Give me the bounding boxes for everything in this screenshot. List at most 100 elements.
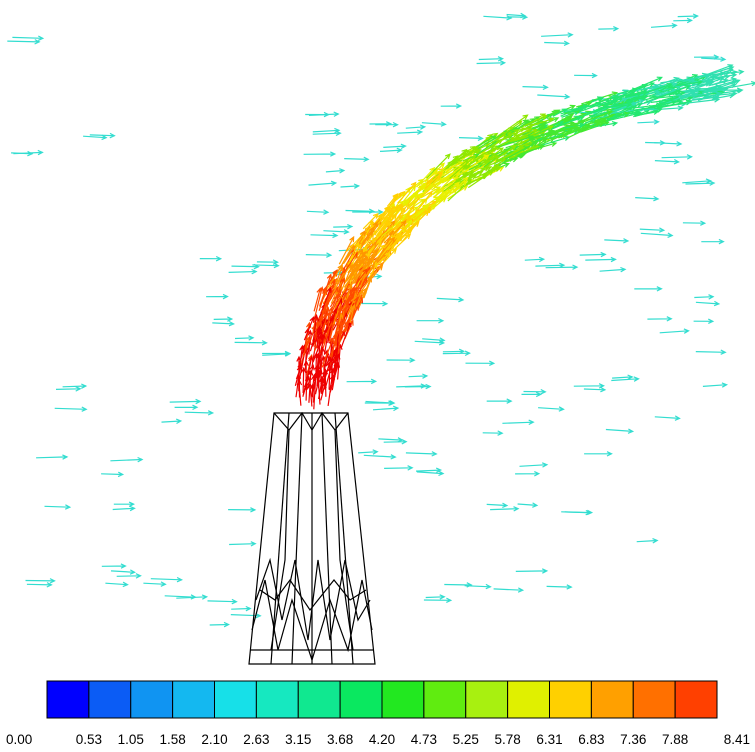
plume-vector-arrow	[319, 285, 328, 307]
ambient-vector-arrow	[640, 232, 674, 238]
plume-vector-arrow	[491, 120, 523, 144]
ambient-vector-arrow	[423, 597, 453, 603]
ambient-vector-arrow	[502, 419, 535, 426]
ambient-vector-arrow	[375, 121, 399, 128]
colorbar-swatch	[549, 680, 592, 719]
plume-vector-arrow	[537, 137, 556, 147]
colorbar-swatch	[130, 680, 174, 719]
ambient-vector-arrow	[44, 504, 72, 510]
chimney-edge	[270, 412, 290, 665]
ambient-vector-arrow	[654, 415, 681, 421]
plume-vector-arrow	[322, 368, 328, 397]
plume-vector-arrow	[477, 155, 500, 174]
ambient-vector-arrow	[612, 374, 634, 380]
plume-vector-arrow	[302, 336, 311, 358]
plume-vector-arrow	[327, 292, 341, 320]
ambient-vector-arrow	[650, 23, 678, 29]
colorbar-swatch	[674, 680, 718, 719]
plume-vector-arrow	[463, 154, 490, 173]
plume-vector-arrow	[317, 286, 332, 322]
plume-vector-arrow	[355, 289, 364, 307]
ambient-vector-arrow	[404, 383, 432, 390]
ambient-vector-arrow	[465, 360, 496, 366]
plume-vector-arrow	[706, 78, 739, 90]
ambient-vector-arrow	[306, 209, 330, 215]
ambient-vector-arrow	[636, 538, 659, 544]
plume-vector-arrow	[447, 146, 480, 168]
ambient-vector-arrow	[647, 316, 673, 322]
plume-vector-arrow	[600, 102, 633, 109]
ambient-vector-arrow	[415, 467, 443, 473]
chimney-edge	[270, 429, 290, 651]
plume-vector-arrow	[337, 277, 345, 293]
ambient-vector-arrow	[416, 470, 445, 477]
ambient-vector-arrow	[83, 134, 108, 141]
plume-vector-arrow	[321, 336, 335, 368]
colorbar-swatch	[339, 680, 383, 719]
ambient-vector-arrow	[599, 266, 627, 273]
plume-vector-arrow	[591, 94, 619, 107]
ambient-vector-arrow	[55, 386, 82, 392]
plume-vector-arrow	[300, 366, 307, 394]
ambient-vector-arrow	[604, 238, 630, 244]
ambient-vector-arrow	[425, 594, 446, 600]
ambient-vector-arrow	[476, 60, 507, 66]
plume-vector-arrow	[324, 264, 343, 293]
ambient-vector-arrow	[519, 462, 549, 468]
plume-vector-arrow	[410, 204, 430, 219]
colorbar-labels: 0.00 0.53 1.05 1.58 2.10 2.63 3.15 3.68 4.20 4.73…	[6, 732, 750, 747]
colorbar-swatch	[297, 680, 341, 719]
ambient-vector-arrow	[693, 318, 715, 324]
colorbar-tick-label: 1.05	[118, 732, 144, 747]
ambient-vector-arrow	[637, 119, 660, 125]
chimney-structure	[248, 411, 376, 665]
ambient-vector-arrow	[213, 316, 234, 322]
plume-vector-arrow	[624, 91, 643, 97]
plume-vector-arrow	[453, 158, 470, 172]
ambient-vector-arrow	[308, 180, 338, 187]
colorbar-tick-label: 8.41	[724, 732, 750, 747]
ambient-vector-arrow	[262, 351, 292, 357]
ambient-vector-arrow	[524, 256, 546, 263]
chimney-edge	[259, 578, 367, 612]
ambient-vector-arrow	[695, 349, 727, 355]
ambient-vector-arrow	[386, 357, 416, 363]
ambient-vector-arrow	[579, 251, 607, 258]
ambient-vector-arrow	[482, 430, 504, 436]
ambient-vector-arrow	[521, 391, 543, 398]
ambient-vector-arrow	[523, 388, 547, 395]
plume-vector-arrow	[515, 129, 538, 141]
ambient-vector-arrow	[541, 32, 574, 38]
ambient-vector-arrow	[634, 286, 663, 292]
plume-vector-arrow	[497, 135, 535, 148]
colorbar-swatch	[423, 680, 467, 719]
ambient-vector-arrow	[358, 449, 379, 455]
plume-vector-arrow	[362, 238, 376, 251]
plume-vector-arrow	[383, 247, 398, 263]
colorbar-tick-label: 4.20	[369, 732, 395, 747]
plume-vector-arrow	[425, 153, 451, 179]
plume-vector-arrow	[697, 91, 723, 102]
plume-vector-arrow	[303, 316, 315, 341]
ambient-vector-arrow	[522, 84, 549, 91]
chimney-edge	[273, 411, 349, 432]
plume-vector-arrow	[318, 376, 325, 400]
ambient-vector-arrow	[538, 406, 565, 412]
ambient-vector-arrow	[105, 581, 129, 588]
colorbar-tick-label: 3.68	[327, 732, 353, 747]
plume-vector-arrow	[295, 361, 303, 398]
plume-vector-arrow	[590, 121, 619, 129]
ambient-vector-arrow	[36, 454, 69, 460]
ambient-vector-arrow	[654, 158, 680, 165]
ambient-vector-arrow	[695, 300, 721, 307]
ambient-vector-arrow	[573, 383, 605, 389]
ambient-vector-arrow	[635, 195, 660, 202]
plume-vector-arrow	[371, 220, 396, 247]
plume-vector-arrow	[533, 129, 556, 139]
chimney-edge	[334, 412, 354, 665]
plume-vector-arrow	[448, 152, 468, 167]
ambient-vector-arrow	[11, 150, 34, 157]
plume-vector-arrow	[398, 205, 415, 229]
plume-vector-arrow	[404, 184, 426, 203]
ambient-vector-arrow	[305, 252, 333, 258]
